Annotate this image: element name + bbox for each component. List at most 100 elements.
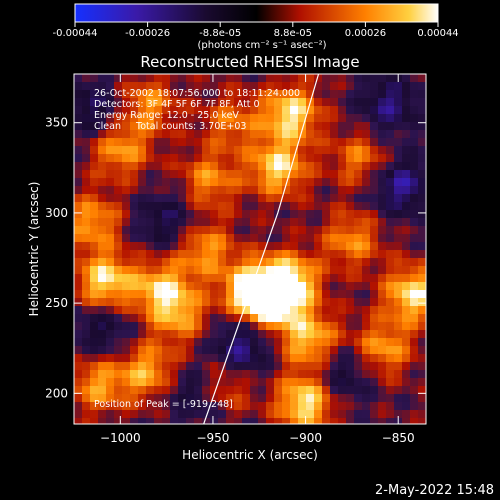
heatmap-cell bbox=[306, 290, 315, 299]
heatmap-cell bbox=[226, 370, 235, 379]
heatmap-cell bbox=[234, 306, 243, 315]
heatmap-cell bbox=[114, 394, 123, 403]
heatmap-cell bbox=[410, 370, 419, 379]
heatmap-cell bbox=[210, 98, 219, 107]
heatmap-cell bbox=[162, 162, 171, 171]
heatmap-cell bbox=[410, 194, 419, 203]
heatmap-cell bbox=[266, 202, 275, 211]
heatmap-cell bbox=[330, 82, 339, 91]
heatmap-cell bbox=[370, 362, 379, 371]
heatmap-cell bbox=[290, 186, 299, 195]
heatmap-cell bbox=[258, 130, 267, 139]
heatmap-cell bbox=[298, 210, 307, 219]
heatmap-cell bbox=[178, 178, 187, 187]
heatmap-cell bbox=[122, 106, 131, 115]
heatmap-cell bbox=[394, 98, 403, 107]
heatmap-cell bbox=[378, 386, 387, 395]
heatmap-cell bbox=[98, 82, 107, 91]
heatmap-cell bbox=[394, 354, 403, 363]
heatmap-cell bbox=[98, 338, 107, 347]
heatmap-cell bbox=[130, 138, 139, 147]
heatmap-cell bbox=[170, 394, 179, 403]
heatmap-cell bbox=[130, 290, 139, 299]
heatmap-cell bbox=[226, 410, 235, 419]
heatmap-cell bbox=[258, 234, 267, 243]
heatmap-cell bbox=[266, 266, 275, 275]
heatmap-cell bbox=[98, 202, 107, 211]
heatmap-cell bbox=[274, 306, 283, 315]
heatmap-cell bbox=[346, 274, 355, 283]
heatmap-cell bbox=[322, 194, 331, 203]
heatmap-cell bbox=[394, 274, 403, 283]
heatmap-cell bbox=[258, 282, 267, 291]
heatmap-cell bbox=[146, 106, 155, 115]
heatmap-cell bbox=[82, 402, 91, 411]
heatmap-cell bbox=[74, 418, 83, 424]
heatmap-cell bbox=[74, 98, 83, 107]
heatmap-cell bbox=[146, 314, 155, 323]
heatmap-cell bbox=[226, 218, 235, 227]
heatmap-cell bbox=[106, 394, 115, 403]
heatmap-cell bbox=[402, 322, 411, 331]
heatmap-cell bbox=[106, 274, 115, 283]
heatmap-cell bbox=[154, 202, 163, 211]
heatmap-cell bbox=[330, 178, 339, 187]
heatmap-cell bbox=[210, 74, 219, 83]
heatmap-cell bbox=[218, 122, 227, 131]
heatmap-cell bbox=[266, 314, 275, 323]
heatmap-cell bbox=[114, 370, 123, 379]
heatmap-cell bbox=[82, 138, 91, 147]
heatmap-cell bbox=[194, 354, 203, 363]
heatmap-cell bbox=[298, 154, 307, 163]
heatmap-cell bbox=[386, 378, 395, 387]
heatmap-cell bbox=[178, 250, 187, 259]
heatmap-cell bbox=[210, 394, 219, 403]
heatmap-cell bbox=[122, 354, 131, 363]
heatmap-cell bbox=[298, 122, 307, 131]
heatmap-cell bbox=[82, 322, 91, 331]
heatmap-cell bbox=[330, 386, 339, 395]
heatmap-cell bbox=[290, 346, 299, 355]
heatmap-cell bbox=[314, 170, 323, 179]
heatmap-cell bbox=[226, 314, 235, 323]
heatmap-cell bbox=[234, 338, 243, 347]
heatmap-cell bbox=[362, 202, 371, 211]
heatmap-cell bbox=[234, 130, 243, 139]
colorbar-ticks: -0.00044 -0.00026 -8.8e-05 8.8e-05 0.00026 0.… bbox=[53, 22, 459, 39]
heatmap-cell bbox=[402, 138, 411, 147]
solar-limb-line bbox=[203, 74, 320, 424]
heatmap-cell bbox=[330, 346, 339, 355]
heatmap-cell bbox=[114, 378, 123, 387]
heatmap-cell bbox=[114, 410, 123, 419]
heatmap-cell bbox=[410, 170, 419, 179]
heatmap-cell bbox=[402, 122, 411, 131]
heatmap-cell bbox=[330, 298, 339, 307]
heatmap-cell bbox=[386, 394, 395, 403]
heatmap-cell bbox=[274, 98, 283, 107]
heatmap-cell bbox=[170, 346, 179, 355]
heatmap-cell bbox=[98, 322, 107, 331]
heatmap-cell bbox=[402, 290, 411, 299]
heatmap-cell bbox=[98, 266, 107, 275]
heatmap-cell bbox=[194, 330, 203, 339]
heatmap-cell bbox=[322, 346, 331, 355]
heatmap-cell bbox=[114, 74, 123, 83]
heatmap-cell bbox=[178, 322, 187, 331]
heatmap-cell bbox=[186, 346, 195, 355]
heatmap-cell bbox=[218, 130, 227, 139]
heatmap-cell bbox=[194, 186, 203, 195]
heatmap-cell bbox=[330, 394, 339, 403]
heatmap-cell bbox=[386, 314, 395, 323]
colorbar-tick-label: 8.8e-05 bbox=[274, 28, 312, 39]
heatmap-cell bbox=[370, 210, 379, 219]
heatmap-cell bbox=[114, 210, 123, 219]
heatmap-cell bbox=[146, 194, 155, 203]
heatmap-cell bbox=[418, 170, 426, 179]
heatmap-cell bbox=[178, 402, 187, 411]
heatmap-cell bbox=[114, 250, 123, 259]
heatmap-cell bbox=[322, 234, 331, 243]
heatmap-cell bbox=[74, 202, 83, 211]
heatmap-cell bbox=[298, 82, 307, 91]
heatmap-cell bbox=[402, 330, 411, 339]
heatmap-cell bbox=[226, 322, 235, 331]
